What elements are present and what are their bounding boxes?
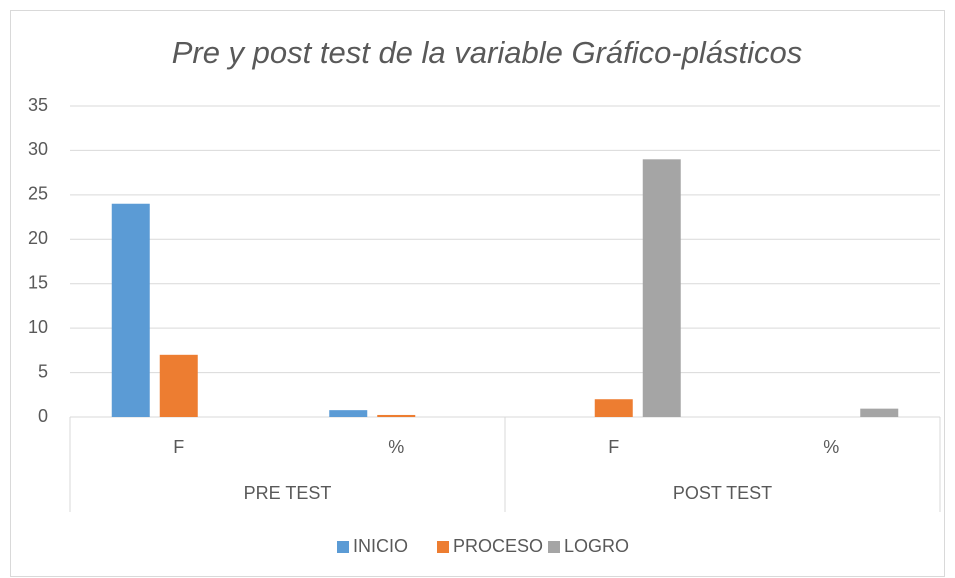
bar bbox=[594, 399, 633, 417]
legend-swatch bbox=[437, 541, 449, 553]
legend-label: LOGRO bbox=[564, 536, 629, 556]
chart-border bbox=[10, 10, 945, 577]
y-tick-label: 25 bbox=[28, 184, 48, 204]
bar bbox=[642, 159, 681, 418]
group-label: POST TEST bbox=[673, 483, 772, 503]
x-tick-label: % bbox=[823, 437, 839, 457]
legend-label: INICIO bbox=[353, 536, 408, 556]
legend-label: PROCESO bbox=[453, 536, 543, 556]
bar bbox=[159, 354, 198, 417]
y-tick-label: 15 bbox=[28, 272, 48, 292]
y-tick-label: 10 bbox=[28, 317, 48, 337]
x-tick-label: F bbox=[173, 437, 184, 457]
bar bbox=[111, 203, 150, 417]
bar bbox=[377, 414, 416, 417]
y-tick-label: 30 bbox=[28, 139, 48, 159]
y-tick-label: 20 bbox=[28, 228, 48, 248]
y-tick-label: 35 bbox=[28, 95, 48, 115]
x-tick-label: F bbox=[608, 437, 619, 457]
bar bbox=[860, 408, 899, 417]
chart-title: Pre y post test de la variable Gráfico-p… bbox=[172, 35, 803, 70]
bar bbox=[329, 410, 368, 417]
x-tick-label: % bbox=[388, 437, 404, 457]
group-label: PRE TEST bbox=[244, 483, 332, 503]
legend-swatch bbox=[548, 541, 560, 553]
y-tick-label: 0 bbox=[38, 406, 48, 426]
legend-swatch bbox=[337, 541, 349, 553]
y-tick-label: 5 bbox=[38, 361, 48, 381]
